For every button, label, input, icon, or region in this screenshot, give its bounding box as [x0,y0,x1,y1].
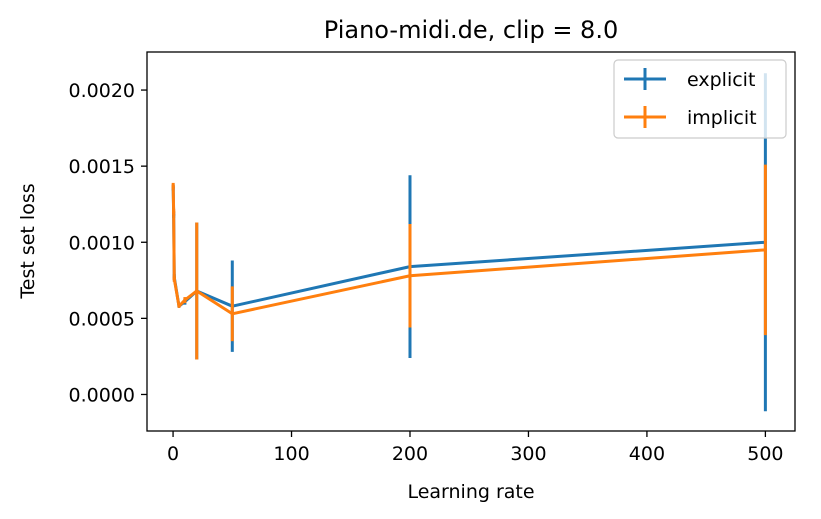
x-tick-label: 200 [392,443,428,465]
x-tick-label: 500 [747,443,783,465]
series-line-implicit [171,185,766,316]
y-axis-label: Test set loss [17,183,39,299]
x-tick-label: 400 [629,443,665,465]
y-tick-label: 0.0020 [69,80,135,102]
x-tick-label: 300 [510,443,546,465]
axes: 0 100 200 300 400 500 0.0000 0.0005 0.0010 0.0015… [69,51,796,465]
legend: explicit implicit [613,59,787,139]
legend-item-explicit: explicit [624,68,755,91]
data-point-implicit [172,210,176,214]
y-tick-label: 0.0010 [69,232,135,254]
plot-frame [146,51,796,432]
series-line-explicit [171,187,766,308]
series-implicit [171,164,767,360]
legend-item-implicit: implicit [624,106,757,129]
y-tick-label: 0.0015 [69,156,135,178]
data-point-implicit [763,248,767,252]
plot-area [171,73,767,412]
data-point-implicit [177,304,181,308]
data-point-implicit [195,289,199,293]
x-axis-label: Learning rate [407,481,534,503]
data-point-implicit [183,298,187,302]
legend-label-explicit: explicit [687,69,755,91]
x-tick-label: 100 [273,443,309,465]
data-point-implicit [230,312,234,316]
data-point-implicit [171,184,175,188]
data-point-implicit [172,277,176,281]
data-point-implicit [408,274,412,278]
chart-title: Piano-midi.de, clip = 8.0 [324,16,618,44]
legend-label-implicit: implicit [687,107,757,129]
y-tick-label: 0.0005 [69,308,135,330]
x-tick-label: 0 [167,443,179,465]
y-tick-label: 0.0000 [69,384,135,406]
